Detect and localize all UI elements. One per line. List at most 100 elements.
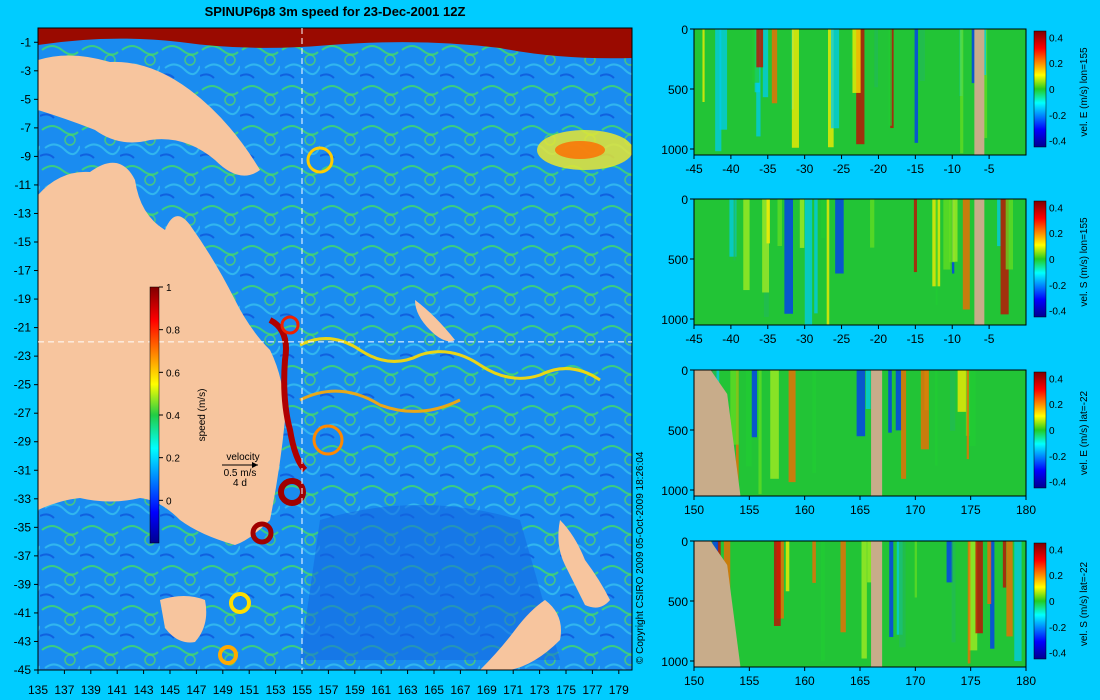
section-colorbar-label: vel. E (m/s) lon=155 <box>1079 47 1090 137</box>
map-y-tick-label: -3 <box>20 64 31 78</box>
section-band <box>812 541 816 583</box>
section-x-tick-label: -15 <box>907 162 925 176</box>
section-x-tick-label: -20 <box>870 332 888 346</box>
map-y-tick-label: -41 <box>14 606 32 620</box>
section-band <box>867 541 873 583</box>
section-y-tick-label: 0 <box>681 535 688 549</box>
section-band <box>990 541 995 649</box>
section-x-tick-label: 155 <box>739 503 759 517</box>
section-band <box>773 541 781 626</box>
section-band <box>967 541 971 664</box>
section-colorbar-tick-label: 0.2 <box>1049 571 1063 582</box>
section-band <box>788 370 796 483</box>
section-band <box>826 199 830 325</box>
section-land <box>974 199 985 325</box>
section-band <box>914 541 917 598</box>
section-band <box>751 370 757 438</box>
colorbar-label: speed (m/s) <box>197 389 208 442</box>
section-band <box>888 29 892 126</box>
section-band <box>946 541 953 583</box>
map-x-tick-label: 157 <box>318 683 338 697</box>
section-x-tick-label: -5 <box>984 162 995 176</box>
section-colorbar-tick-label: -0.4 <box>1049 307 1067 318</box>
section-x-tick-label: -35 <box>759 332 777 346</box>
section-band <box>950 370 956 431</box>
chart-title: SPINUP6p8 3m speed for 23-Dec-2001 12Z <box>205 4 466 19</box>
section-x-tick-label: 170 <box>905 674 925 688</box>
section-band <box>935 199 938 306</box>
section-band <box>966 370 969 460</box>
eddy <box>280 315 300 335</box>
section-panel: -45 -40 -35 -30 -25 -20 -15 -10 -5 0 500 1000 0.4 0.2… <box>661 23 1090 176</box>
map-y-tick-label: -39 <box>14 577 32 591</box>
section-band <box>865 370 871 409</box>
section-band <box>827 29 834 148</box>
section-colorbar-label: vel. S (m/s) lon=155 <box>1079 217 1090 307</box>
section-x-tick-label: 155 <box>739 674 759 688</box>
map-y-tick-label: -25 <box>14 378 32 392</box>
eddy <box>250 521 274 545</box>
section-band <box>743 199 750 291</box>
section-land <box>974 29 985 155</box>
section-x-tick-label: 165 <box>850 674 870 688</box>
map-x-tick-label: 159 <box>345 683 365 697</box>
section-x-tick-label: 165 <box>850 503 870 517</box>
map-y-tick-label: -23 <box>14 349 32 363</box>
section-band <box>952 199 958 262</box>
section-colorbar-tick-label: 0 <box>1049 255 1055 266</box>
section-x-tick-label: 175 <box>961 674 981 688</box>
section-colorbar-tick-label: 0.2 <box>1049 59 1063 70</box>
map-x-tick-label: 167 <box>450 683 470 697</box>
colorbar-tick-label: 0 <box>166 496 172 507</box>
map-x-tick-label: 147 <box>186 683 206 697</box>
map-x-tick-label: 179 <box>609 683 629 697</box>
map-y-tick-label: -7 <box>20 121 31 135</box>
colorbar-tick-label: 0.6 <box>166 368 180 379</box>
section-band <box>702 29 705 103</box>
section-y-tick-label: 0 <box>681 364 688 378</box>
map-x-tick-label: 165 <box>424 683 444 697</box>
section-band <box>746 370 752 467</box>
section-colorbar-tick-label: 0.4 <box>1049 545 1063 556</box>
section-band <box>987 541 992 605</box>
section-y-tick-label: 1000 <box>661 655 688 669</box>
section-band <box>913 199 917 273</box>
section-band <box>785 541 790 592</box>
section-band <box>984 29 987 76</box>
section-colorbar-tick-label: 0.2 <box>1049 400 1063 411</box>
map-y-tick-label: -35 <box>14 520 32 534</box>
map-y-tick-label: -27 <box>14 406 32 420</box>
section-band <box>957 370 967 412</box>
section-band <box>812 370 816 474</box>
section-x-tick-label: 175 <box>961 503 981 517</box>
eddy <box>306 146 334 174</box>
section-band <box>1002 541 1007 588</box>
section-band <box>1006 541 1013 637</box>
map-x-tick-label: 171 <box>503 683 523 697</box>
section-y-tick-label: 500 <box>668 253 688 267</box>
map-y-tick-label: -37 <box>14 549 32 563</box>
colorbar-tick-label: 0.2 <box>166 454 180 465</box>
section-band <box>804 199 813 325</box>
section-band <box>968 541 978 651</box>
section-land <box>871 370 883 496</box>
map-y-tick-label: -13 <box>14 206 32 220</box>
map-x-tick-label: 137 <box>54 683 74 697</box>
section-band <box>898 541 906 648</box>
map-x-tick-label: 155 <box>292 683 312 697</box>
section-band <box>766 199 771 244</box>
section-band <box>960 29 964 154</box>
section-y-tick-label: 1000 <box>661 484 688 498</box>
map-x-tick-label: 139 <box>81 683 101 697</box>
section-x-tick-label: -45 <box>685 162 703 176</box>
map-y-tick-label: -45 <box>14 663 32 677</box>
map-y-tick-label: -19 <box>14 292 32 306</box>
section-x-tick-label: -30 <box>796 162 814 176</box>
section-band <box>719 29 728 130</box>
section-band <box>771 29 778 104</box>
map-x-tick-label: 149 <box>213 683 233 697</box>
section-band <box>943 199 951 270</box>
map-panel: 135 137 139 141 143 145 147 149 151 153 155 157 159 1… <box>14 27 646 697</box>
colorbar-tick-label: 0.4 <box>166 411 180 422</box>
